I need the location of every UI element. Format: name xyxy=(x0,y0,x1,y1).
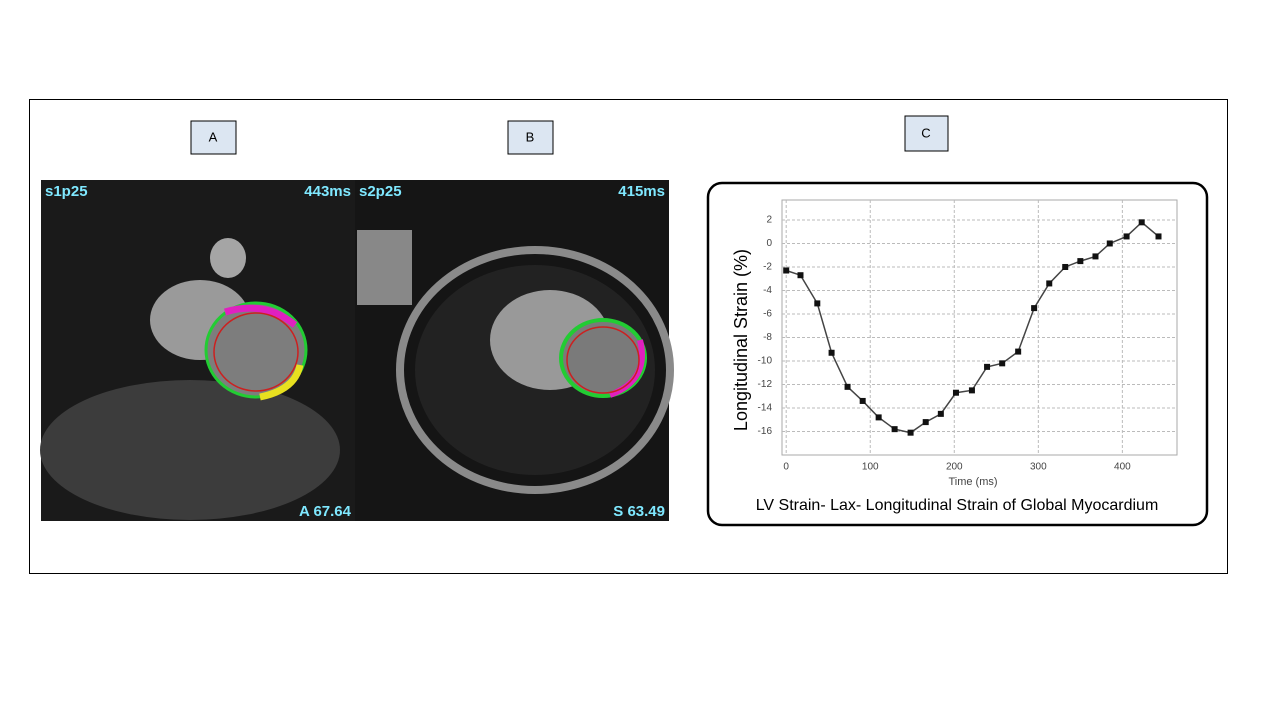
overlay-text: S 63.49 xyxy=(613,503,665,520)
point xyxy=(952,389,959,396)
point xyxy=(1077,258,1084,265)
point xyxy=(1062,263,1069,270)
y-tick-label: 0 xyxy=(766,238,772,249)
point xyxy=(1092,253,1099,260)
point xyxy=(968,387,975,394)
point xyxy=(1123,233,1130,240)
point xyxy=(844,383,851,390)
overlay-text: 415ms xyxy=(618,183,665,200)
point xyxy=(1106,240,1113,247)
y-tick-label: -14 xyxy=(758,403,773,414)
point xyxy=(1138,219,1145,226)
point xyxy=(814,300,821,307)
y-tick-label: -12 xyxy=(758,379,773,390)
point xyxy=(984,363,991,370)
point xyxy=(1046,280,1053,287)
mri-image-b xyxy=(355,180,674,521)
label-box xyxy=(190,120,237,155)
overlay-text: A 67.64 xyxy=(299,503,352,520)
y-tick-label: -4 xyxy=(763,285,772,296)
point xyxy=(828,349,835,356)
x-tick-label: 100 xyxy=(862,462,879,473)
y-tick-label: -16 xyxy=(758,426,773,437)
x-tick-label: 400 xyxy=(1114,462,1131,473)
plot-area xyxy=(781,199,1178,456)
x-tick-label: 200 xyxy=(946,462,963,473)
point xyxy=(783,267,790,274)
panel-label: B xyxy=(526,129,535,144)
y-tick-label: -10 xyxy=(758,356,773,367)
point xyxy=(907,429,914,436)
x-tick-label: 0 xyxy=(783,462,789,473)
point xyxy=(875,414,882,421)
mri-image-a xyxy=(40,180,355,521)
x-axis-title: Time (ms) xyxy=(948,476,997,488)
point xyxy=(999,360,1006,367)
point xyxy=(1031,305,1038,312)
panel-label: A xyxy=(209,129,218,144)
overlay-text: s1p25 xyxy=(45,183,88,200)
point xyxy=(937,410,944,417)
point xyxy=(1015,348,1022,355)
point xyxy=(797,272,804,279)
label-box xyxy=(507,120,554,155)
x-tick-label: 300 xyxy=(1030,462,1047,473)
label-box xyxy=(904,115,949,152)
point xyxy=(859,397,866,404)
y-tick-label: -6 xyxy=(763,309,772,320)
y-tick-label: 2 xyxy=(766,215,772,226)
point xyxy=(922,419,929,426)
y-tick-label: -8 xyxy=(763,332,772,343)
y-tick-label: -2 xyxy=(763,262,772,273)
point xyxy=(891,426,898,433)
panel-label: C xyxy=(921,125,930,140)
overlay-text: 443ms xyxy=(304,183,351,200)
caption: LV Strain- Lax- Longitudinal Strain of G… xyxy=(756,497,1159,514)
y-axis-title: Longitudinal Strain (%) xyxy=(731,249,751,431)
overlay-text: s2p25 xyxy=(359,183,402,200)
point xyxy=(1155,233,1162,240)
